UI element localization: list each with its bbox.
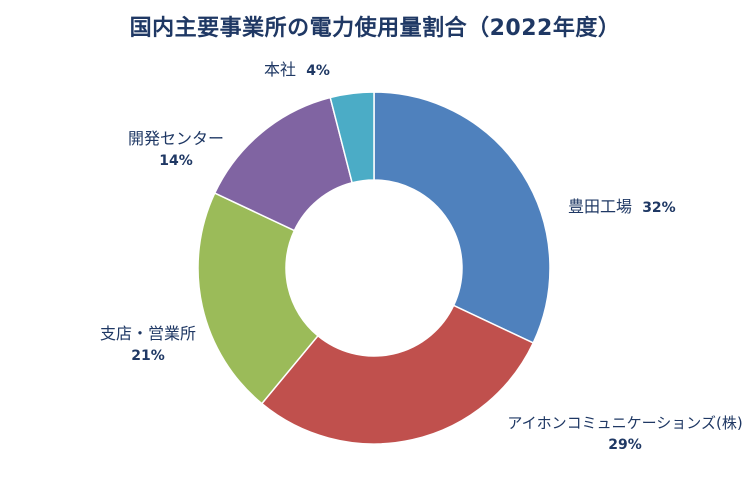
label-value: 29% xyxy=(608,437,642,453)
label-name: 支店・営業所 xyxy=(99,324,196,343)
slice-headquarters xyxy=(329,91,375,184)
label-value: 21% xyxy=(131,348,165,364)
label-aiphone-communications: アイホンコミュニケーションズ(株) 29% xyxy=(500,412,750,456)
label-branch-offices: 支店・営業所 21% xyxy=(68,323,228,367)
slice-aiphone-communications xyxy=(260,304,535,445)
label-name: 本社 xyxy=(264,60,297,79)
label-value: 32% xyxy=(642,200,676,216)
label-name: 開発センター xyxy=(127,129,224,148)
label-name: 豊田工場 xyxy=(568,197,633,216)
label-value: 4% xyxy=(306,63,330,79)
label-name: アイホンコミュニケーションズ(株) xyxy=(507,414,743,432)
label-development-center: 開発センター 14% xyxy=(96,128,256,172)
slice-branch-offices xyxy=(197,192,319,405)
label-value: 14% xyxy=(159,153,193,169)
label-toyota-factory: 豊田工場 32% xyxy=(568,196,676,219)
chart-title: 国内主要事業所の電力使用量割合（2022年度） xyxy=(129,16,621,41)
label-headquarters: 本社 4% xyxy=(264,59,330,82)
slice-development-center xyxy=(213,96,354,232)
slice-toyota-factory xyxy=(373,91,551,344)
